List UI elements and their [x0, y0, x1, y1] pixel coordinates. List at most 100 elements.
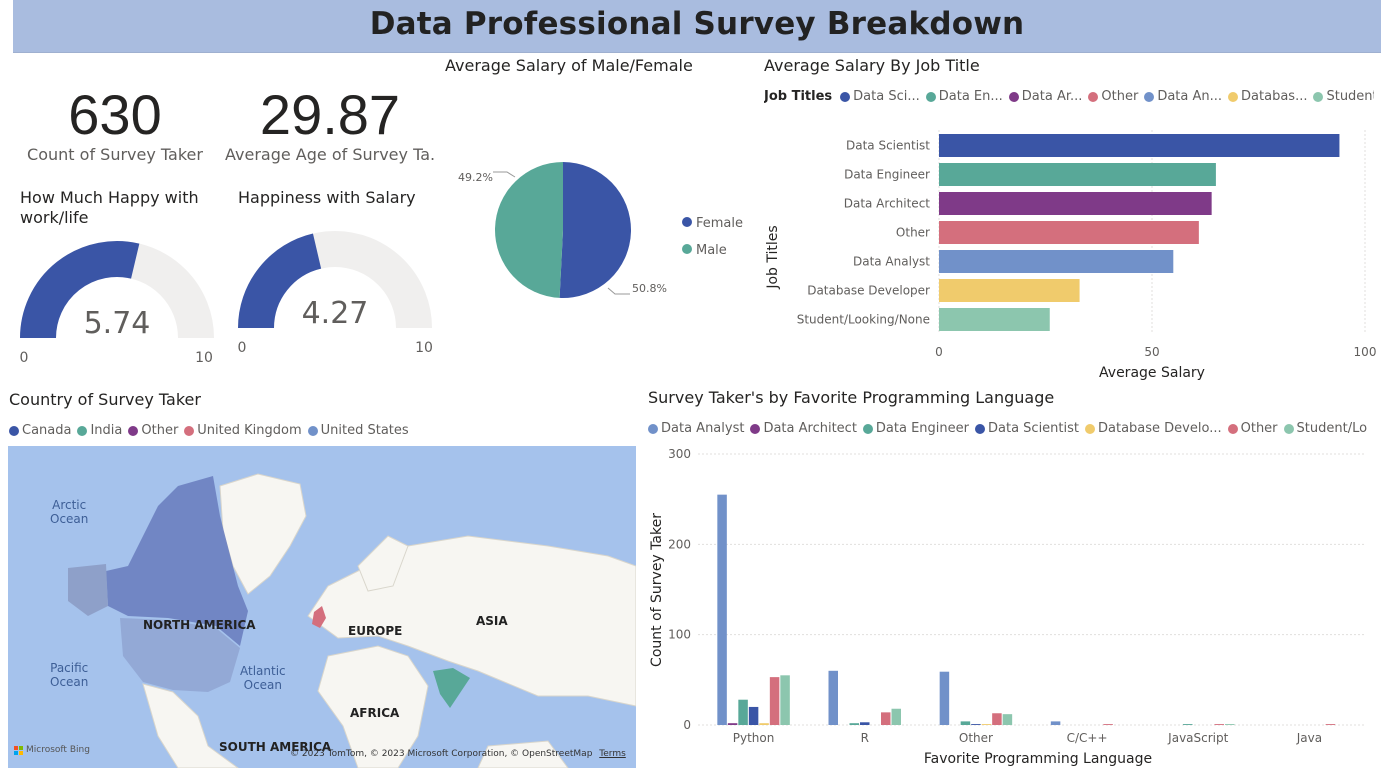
- bar-data-scientist[interactable]: [939, 134, 1340, 157]
- column-y-tick-label: 200: [668, 537, 691, 551]
- bar-data-engineer[interactable]: [939, 163, 1216, 186]
- column-bar-data-engineer-javascript[interactable]: [1183, 724, 1193, 725]
- map-legend-item-united-states[interactable]: United States: [307, 423, 409, 438]
- bar-legend-item-data-sci[interactable]: Data Sci...: [840, 89, 920, 104]
- map-land: [68, 473, 636, 768]
- legend-dot: [862, 423, 873, 434]
- map-region-united-kingdom: [312, 606, 326, 628]
- bar-database-developer[interactable]: [939, 279, 1080, 302]
- column-category-label: R: [861, 731, 869, 745]
- pie-legend-item-female[interactable]: Female: [682, 210, 743, 237]
- column-bar-other-other[interactable]: [992, 713, 1002, 725]
- kpi-card-age[interactable]: 29.87 Average Age of Survey Ta...: [225, 82, 435, 177]
- column-bar-other-javascript[interactable]: [1214, 724, 1225, 725]
- column-bar-data-architect-python[interactable]: [727, 723, 738, 725]
- map-legend-item-other[interactable]: Other: [128, 423, 178, 438]
- legend-label: Data Engineer: [875, 421, 969, 436]
- country-map[interactable]: NORTH AMERICA EUROPE ASIA AFRICA SOUTH A…: [8, 446, 636, 768]
- legend-label: United States: [320, 423, 409, 438]
- bar-legend-item-data-an[interactable]: Data An...: [1144, 89, 1222, 104]
- column-bar-database-develo-python[interactable]: [759, 723, 769, 725]
- bar-chart-job-title[interactable]: Data Scientist Data Engineer Data Architec…: [760, 120, 1380, 385]
- pie-chart[interactable]: 50.8% 49.2%: [445, 150, 745, 310]
- windows-logo-icon: [14, 745, 23, 755]
- column-bar-student-lo-r[interactable]: [891, 708, 902, 725]
- column-chart-title: Survey Taker's by Favorite Programming L…: [648, 388, 1055, 407]
- legend-label: Data En...: [938, 89, 1003, 104]
- column-bar-data-engineer-r[interactable]: [849, 723, 860, 725]
- map-legend-item-united-kingdom[interactable]: United Kingdom: [184, 423, 302, 438]
- map-region-india: [433, 668, 470, 708]
- column-bar-data-scientist-other[interactable]: [971, 724, 981, 725]
- legend-dot: [1227, 423, 1238, 434]
- gauge-worklife[interactable]: 5.74 0 10: [10, 236, 225, 366]
- gauge-min-label: 0: [238, 340, 247, 356]
- legend-label: Data Architect: [763, 421, 857, 436]
- column-category-label: C/C++: [1067, 731, 1108, 745]
- column-bar-student-lo-other[interactable]: [1002, 714, 1013, 725]
- bar-data-analyst[interactable]: [939, 250, 1174, 273]
- kpi-card-count[interactable]: 630 Count of Survey Taker: [20, 82, 210, 177]
- legend-label: India: [90, 423, 123, 438]
- map-label-arctic-ocean: Arctic Ocean: [50, 498, 89, 526]
- bar-x-tick-label: 50: [1144, 345, 1159, 359]
- bar-legend-item-student[interactable]: Student...: [1313, 89, 1374, 104]
- legend-label: Data Sci...: [853, 89, 920, 104]
- column-bar-data-analyst-python[interactable]: [717, 494, 727, 725]
- col-legend-item-data-architect[interactable]: Data Architect: [750, 421, 857, 436]
- column-bar-data-engineer-python[interactable]: [738, 699, 748, 725]
- bar-category-label: Other: [896, 226, 930, 240]
- column-bar-data-analyst-other[interactable]: [939, 671, 950, 725]
- column-bar-student-lo-python[interactable]: [780, 675, 790, 725]
- gauge-title-salary: Happiness with Salary: [238, 188, 416, 207]
- map-label-africa: AFRICA: [350, 706, 400, 720]
- legend-label: Male: [696, 243, 727, 258]
- column-bar-other-r[interactable]: [881, 712, 891, 725]
- bar-other[interactable]: [939, 221, 1199, 244]
- col-legend-item-other[interactable]: Other: [1227, 421, 1278, 436]
- legend-title: Job Titles: [764, 89, 833, 104]
- column-bar-other-python[interactable]: [769, 677, 780, 725]
- australia-land: [477, 740, 569, 768]
- col-legend-item-student-lo[interactable]: Student/Lo...: [1283, 421, 1368, 436]
- column-bar-data-analyst-c-c[interactable]: [1050, 721, 1061, 725]
- pie-slice-female[interactable]: [559, 162, 632, 298]
- pie-legend-item-male[interactable]: Male: [682, 237, 743, 264]
- bar-category-label: Data Scientist: [846, 139, 930, 153]
- legend-label: Data Scientist: [988, 421, 1079, 436]
- column-chart-language[interactable]: 0 100 200 300 Python R Other C/C++ JavaScript Ja…: [640, 440, 1375, 770]
- col-legend-item-data-engineer[interactable]: Data Engineer: [862, 421, 969, 436]
- column-bar-database-develo-other[interactable]: [981, 724, 992, 725]
- column-bar-data-analyst-r[interactable]: [828, 670, 839, 725]
- gauge-title-worklife: How Much Happy with work/life: [20, 188, 199, 227]
- bar-student-looking-none[interactable]: [939, 308, 1050, 331]
- col-legend-item-data-analyst[interactable]: Data Analyst: [648, 421, 744, 436]
- bar-legend-item-other[interactable]: Other: [1088, 89, 1138, 104]
- legend-label: Female: [696, 216, 744, 231]
- bar-legend-item-data-ar[interactable]: Data Ar...: [1008, 89, 1082, 104]
- column-bar-other-java[interactable]: [1325, 724, 1336, 725]
- column-bar-student-lo-javascript[interactable]: [1225, 724, 1235, 725]
- map-legend-item-india[interactable]: India: [77, 423, 122, 438]
- bar-legend-item-databas[interactable]: Databas...: [1228, 89, 1307, 104]
- column-chart-legend: Data Analyst Data Architect Data Engineer D…: [648, 421, 1368, 436]
- bar-data-architect[interactable]: [939, 192, 1212, 215]
- bar-legend-item-data-en[interactable]: Data En...: [925, 89, 1003, 104]
- gauge-fill: [238, 233, 322, 329]
- col-legend-item-database-develo[interactable]: Database Develo...: [1085, 421, 1222, 436]
- column-bar-data-scientist-r[interactable]: [860, 722, 870, 725]
- title-bar: Data Professional Survey Breakdown: [13, 0, 1381, 53]
- legend-dot: [975, 423, 985, 434]
- column-bar-other-c-c[interactable]: [1103, 724, 1113, 725]
- map-region-alaska: [68, 564, 108, 616]
- map-terms-link[interactable]: Terms: [599, 749, 626, 759]
- map-legend-item-canada[interactable]: Canada: [9, 423, 71, 438]
- col-legend-item-data-scientist[interactable]: Data Scientist: [975, 421, 1079, 436]
- pie-slice-male[interactable]: [495, 162, 563, 298]
- column-bar-data-scientist-python[interactable]: [748, 706, 759, 725]
- legend-dot: [925, 91, 936, 102]
- gauge-salary[interactable]: 4.27 0 10: [228, 226, 443, 356]
- map-label-asia: ASIA: [476, 614, 508, 628]
- column-bar-data-engineer-other[interactable]: [960, 721, 971, 725]
- legend-label: Database Develo...: [1098, 421, 1222, 436]
